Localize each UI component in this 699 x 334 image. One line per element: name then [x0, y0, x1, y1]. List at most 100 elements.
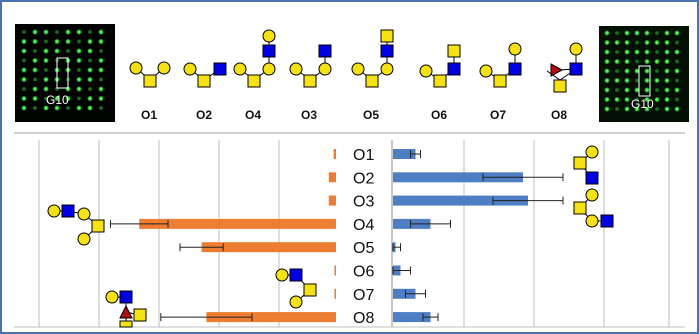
array-spot	[614, 39, 620, 46]
array-spot	[615, 50, 619, 54]
category-label-o1: O1	[353, 147, 374, 164]
array-spot	[614, 77, 620, 84]
category-label-o5: O5	[353, 240, 374, 257]
array-spot	[32, 67, 38, 73]
array-spot	[644, 106, 650, 112]
array-spot	[43, 48, 49, 54]
glycan-code-labels: O1 O2 O4 O3 O5 O6 O7 O8	[141, 108, 567, 122]
glycan-structure-o4	[233, 29, 276, 88]
category-label-o3: O3	[353, 194, 374, 211]
array-spot	[43, 29, 49, 35]
left-bar-o4	[139, 218, 336, 229]
array-spot	[76, 86, 82, 92]
glycan-code-o4: O4	[245, 108, 261, 122]
array-spot	[604, 30, 610, 36]
left-bar-o7	[334, 288, 336, 299]
array-spot	[614, 96, 620, 103]
array-spot	[615, 31, 619, 35]
array-spot	[98, 86, 104, 92]
category-label-o6: O6	[353, 264, 374, 281]
array-spot	[664, 58, 670, 65]
glycan-structure-o7	[479, 42, 522, 88]
array-spot	[43, 76, 49, 83]
array-spot	[98, 95, 104, 102]
array-spot	[644, 77, 650, 84]
glycan-structure-o8	[546, 42, 583, 93]
array-spot	[615, 88, 619, 92]
array-spot	[76, 29, 82, 35]
array-spot	[88, 58, 92, 63]
array-spot	[664, 77, 670, 84]
array-spot	[655, 69, 659, 73]
array-spot	[43, 105, 49, 111]
array-spot	[634, 49, 640, 55]
array-spot	[655, 107, 659, 111]
array-spot	[635, 97, 639, 102]
array-spot	[635, 40, 639, 45]
array-spot	[634, 106, 640, 112]
chart-glycan-center	[275, 268, 317, 309]
category-label-o7: O7	[353, 287, 374, 304]
array-spot	[654, 96, 660, 103]
array-spot	[87, 48, 93, 54]
array-spot	[624, 77, 630, 84]
glycan-structure-o5	[351, 29, 394, 88]
array-spot	[604, 39, 610, 46]
array-spot	[21, 38, 27, 45]
array-spot	[43, 86, 49, 92]
array-spot	[21, 67, 27, 73]
array-spot	[21, 105, 27, 111]
chart-glycan-right-upper	[573, 145, 599, 185]
array-spot	[674, 68, 680, 74]
array-spot	[55, 30, 59, 34]
array-spot	[604, 106, 610, 112]
array-spot	[98, 29, 104, 35]
array-spot	[66, 106, 70, 110]
array-spot	[65, 38, 71, 45]
array-spot	[674, 30, 680, 36]
array-spot	[624, 106, 630, 112]
glycan-code-o5: O5	[363, 108, 379, 122]
array-spot	[644, 58, 650, 65]
array-spot	[44, 68, 48, 72]
array-spot	[604, 77, 610, 84]
array-spot	[32, 86, 38, 92]
right-bar-o3	[393, 195, 528, 206]
array-spot	[634, 68, 640, 74]
glycan-structure-o1	[129, 61, 171, 88]
array-spot	[77, 96, 81, 101]
array-spot	[54, 48, 60, 54]
array-spot	[675, 78, 679, 83]
array-spot	[87, 95, 93, 102]
array-spot	[76, 48, 82, 54]
array-spot	[644, 39, 650, 46]
left-bar-o8	[206, 312, 336, 323]
glycan-structure-o3	[289, 44, 332, 88]
array-spot	[604, 49, 610, 55]
array-spot	[99, 49, 103, 53]
array-spot	[65, 95, 71, 102]
category-label-o4: O4	[353, 217, 374, 234]
array-spot	[674, 49, 680, 55]
array-spot	[32, 38, 38, 45]
array-spot	[664, 68, 670, 74]
array-spot	[624, 39, 630, 46]
array-spot	[44, 39, 48, 44]
array-spot	[614, 58, 620, 65]
glycan-structure-o2	[183, 62, 227, 88]
glycan-code-o2: O2	[196, 108, 212, 122]
array-spot	[624, 49, 630, 55]
right-bar-o8	[393, 312, 431, 323]
array-spot	[87, 105, 93, 111]
array-spot	[635, 59, 639, 64]
array-spot	[675, 59, 679, 64]
array-spot	[32, 57, 38, 64]
array-spot	[21, 48, 27, 54]
array-spot	[664, 106, 670, 112]
array-spot	[65, 29, 71, 35]
right-bar-o7	[393, 288, 416, 299]
array-spot	[674, 87, 680, 93]
left-bar-series	[109, 149, 336, 323]
